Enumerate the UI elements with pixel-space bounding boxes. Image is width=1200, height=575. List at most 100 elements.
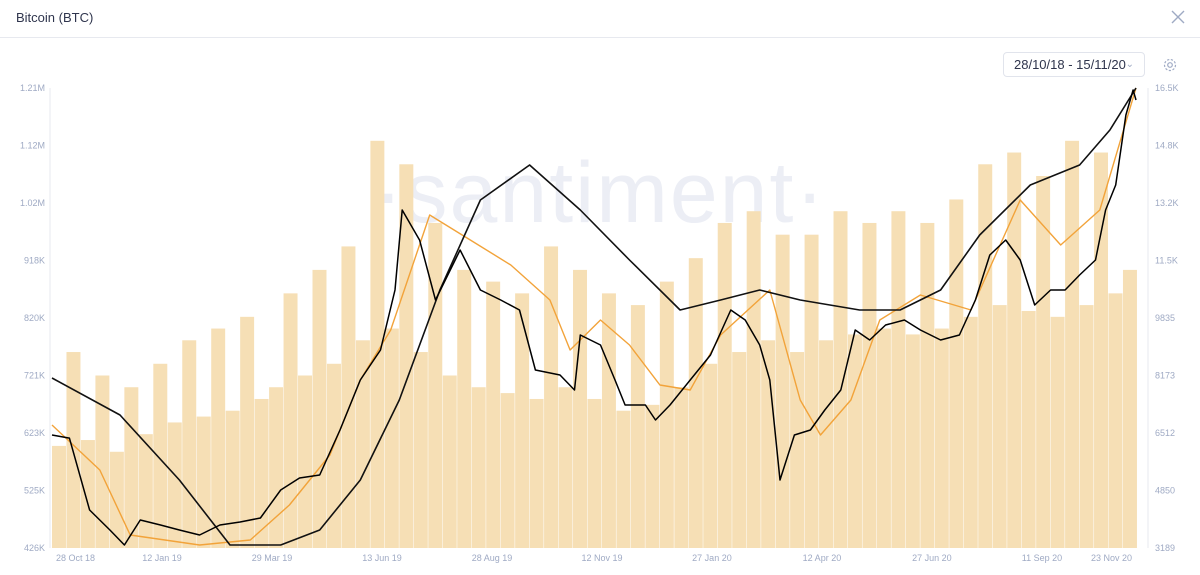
- volume-bar: [109, 451, 124, 548]
- volume-bar: [95, 375, 110, 548]
- right-axis-tick: 3189: [1155, 543, 1175, 553]
- x-axis-tick: 27 Jan 20: [692, 553, 732, 563]
- right-axis-tick: 14.8K: [1155, 141, 1179, 151]
- volume-bar: [761, 340, 776, 548]
- volume-bar: [1122, 269, 1137, 548]
- volume-bar: [862, 222, 877, 548]
- volume-bar: [775, 234, 790, 549]
- volume-bar: [138, 434, 153, 548]
- volume-bar: [1036, 176, 1051, 549]
- left-axis-tick: 1.21M: [20, 83, 45, 93]
- volume-bar: [240, 316, 255, 548]
- volume-bar: [819, 340, 834, 548]
- volume-bar: [905, 334, 920, 548]
- volume-bar: [269, 387, 284, 548]
- x-axis-tick: 28 Aug 19: [472, 553, 513, 563]
- right-axis-tick: 4850: [1155, 486, 1175, 496]
- volume-bar: [717, 222, 732, 548]
- right-axis-tick: 13.2K: [1155, 198, 1179, 208]
- volume-bar: [298, 375, 313, 548]
- left-axis-tick: 426K: [24, 543, 45, 553]
- volume-bar: [428, 222, 443, 548]
- left-axis-tick: 623K: [24, 428, 45, 438]
- volume-bar: [283, 293, 298, 548]
- x-axis-tick: 28 Oct 18: [56, 553, 95, 563]
- volume-bar: [920, 222, 935, 548]
- left-axis-tick: 525K: [24, 486, 45, 496]
- volume-bar: [1079, 305, 1094, 548]
- volume-bar: [471, 387, 486, 548]
- volume-bar: [80, 440, 95, 548]
- x-axis-tick: 12 Apr 20: [803, 553, 842, 563]
- volume-bar: [124, 387, 139, 548]
- volume-bar: [167, 422, 182, 548]
- left-axis-tick: 1.12M: [20, 141, 45, 151]
- volume-bar: [949, 199, 964, 548]
- volume-bar: [515, 293, 530, 548]
- volume-bar: [1021, 310, 1036, 548]
- volume-bar: [934, 328, 949, 548]
- header: Bitcoin (BTC): [0, 0, 1200, 38]
- volume-bar: [616, 410, 631, 548]
- volume-bar: [587, 398, 602, 548]
- right-axis-tick: 9835: [1155, 313, 1175, 323]
- short-ma-line: [51, 87, 1137, 546]
- volume-bar: [645, 404, 660, 548]
- series-lines: [51, 87, 1137, 546]
- volume-bar: [1065, 140, 1080, 548]
- volume-bar: [746, 211, 761, 548]
- volume-bar: [384, 328, 399, 548]
- volume-bar: [225, 410, 240, 548]
- volume-bar: [500, 393, 515, 548]
- volume-bar: [442, 375, 457, 548]
- volume-bar: [1007, 152, 1022, 548]
- volume-bar: [341, 246, 356, 548]
- volume-bar: [804, 234, 819, 549]
- volume-bar: [486, 281, 501, 548]
- volume-bar: [544, 246, 559, 548]
- right-axis-tick: 8173: [1155, 371, 1175, 381]
- right-axis-tick: 6512: [1155, 428, 1175, 438]
- volume-bar: [847, 334, 862, 548]
- volume-bar: [529, 398, 544, 548]
- volume-bar: [52, 445, 66, 548]
- volume-bar: [790, 352, 805, 548]
- volume-bar: [182, 340, 197, 548]
- volume-bar: [992, 305, 1007, 548]
- volume-bar: [630, 305, 645, 548]
- volume-bar: [211, 328, 226, 548]
- volume-bar: [326, 363, 341, 548]
- volume-bar: [312, 269, 327, 548]
- x-axis-tick: 27 Jun 20: [912, 553, 952, 563]
- volume-bar: [978, 164, 993, 548]
- volume-bar: [399, 164, 414, 548]
- volume-bar: [659, 281, 674, 548]
- date-range-value: 28/10/18 - 15/11/20: [1014, 57, 1126, 72]
- long-ma-line: [51, 87, 1137, 546]
- page-title: Bitcoin (BTC): [16, 10, 94, 25]
- date-range-select[interactable]: 28/10/18 - 15/11/20 ⌄: [1003, 52, 1145, 77]
- volume-bar: [1108, 293, 1123, 548]
- volume-bar: [153, 363, 168, 548]
- x-axis-tick: 23 Nov 20: [1091, 553, 1132, 563]
- gear-icon[interactable]: [1162, 57, 1178, 73]
- left-axis-tick: 721K: [24, 371, 45, 381]
- close-icon[interactable]: [1170, 9, 1186, 25]
- volume-bar: [370, 140, 385, 548]
- volume-bar: [1050, 316, 1065, 548]
- volume-bar: [413, 352, 428, 548]
- x-axis-tick: 13 Jun 19: [362, 553, 402, 563]
- volume-bar: [703, 363, 718, 548]
- x-axis-tick: 12 Jan 19: [142, 553, 182, 563]
- x-axis-tick: 29 Mar 19: [252, 553, 293, 563]
- right-axis-tick: 11.5K: [1155, 256, 1178, 266]
- volume-bar: [558, 387, 573, 548]
- volume-bar: [732, 352, 747, 548]
- x-axis-tick: 11 Sep 20: [1022, 553, 1062, 563]
- volume-bar: [457, 269, 472, 548]
- price-line: [51, 89, 1137, 546]
- volume-bar: [963, 316, 978, 548]
- right-axis-tick: 16.5K: [1155, 83, 1179, 93]
- volume-bars: [52, 140, 1137, 549]
